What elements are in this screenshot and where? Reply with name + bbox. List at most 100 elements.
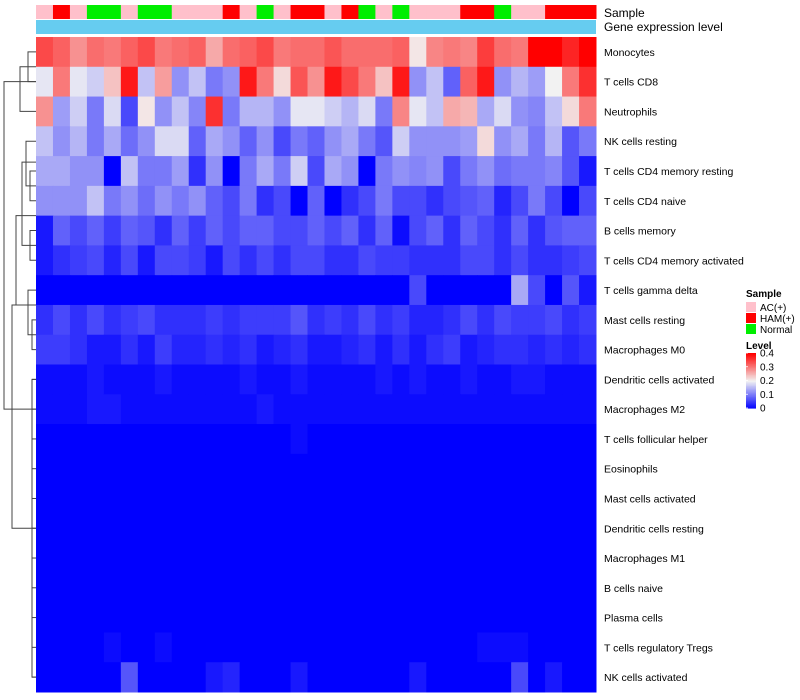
dendrogram-branch: [21, 161, 36, 246]
heatmap-cell: [494, 632, 512, 663]
heatmap-cell: [256, 602, 275, 633]
sample-annotation-cell: [52, 5, 71, 19]
heatmap-cell: [341, 185, 359, 217]
heatmap-cell: [103, 245, 122, 276]
heatmap-cell: [36, 185, 54, 217]
heatmap-cell: [511, 602, 529, 633]
sample-annotation-cell: [36, 5, 54, 19]
heatmap-cell: [36, 156, 54, 187]
heatmap-cell: [205, 543, 224, 574]
heatmap-cell: [341, 543, 359, 574]
heatmap-cell: [103, 662, 122, 693]
heatmap-cell: [171, 364, 190, 395]
heatmap-cell: [545, 424, 563, 455]
heatmap-cell: [290, 572, 309, 604]
heatmap-cell: [222, 96, 241, 127]
heatmap-cell: [375, 572, 393, 604]
heatmap-cell: [103, 364, 122, 395]
colorbar-segment: [746, 369, 756, 372]
heatmap-cell: [477, 632, 495, 663]
heatmap-cell: [103, 632, 122, 663]
heatmap-cell: [188, 334, 207, 365]
sample-annotation-cell: [477, 5, 495, 19]
heatmap-cell: [562, 572, 580, 604]
heatmap-cell: [443, 185, 461, 217]
heatmap-cell: [188, 632, 207, 663]
heatmap-cell: [477, 543, 495, 574]
sample-annotation-cell: [545, 5, 563, 19]
heatmap-cell: [86, 275, 105, 306]
heatmap-cell: [188, 543, 207, 574]
heatmap-cell: [579, 245, 597, 276]
heatmap-cell: [154, 96, 173, 127]
heatmap-cell: [528, 185, 546, 217]
heatmap-cell: [545, 334, 563, 365]
heatmap-cell: [358, 156, 376, 187]
colorbar-segment: [746, 390, 756, 393]
heatmap-cell: [188, 66, 207, 98]
heatmap-cell: [52, 364, 71, 395]
heatmap-cell: [52, 185, 71, 217]
heatmap-cell: [426, 245, 444, 276]
heatmap-cell: [256, 513, 275, 544]
colorbar-segment: [746, 402, 756, 405]
colorbar-tick-label: 0: [760, 404, 766, 415]
heatmap-cell: [256, 275, 275, 306]
heatmap-cell: [205, 156, 224, 187]
heatmap-cell: [137, 394, 156, 425]
heatmap-cell: [171, 96, 190, 127]
colorbar-tick-label: 0.3: [760, 362, 774, 373]
heatmap-cell: [324, 215, 342, 246]
heatmap-cell: [494, 513, 512, 544]
heatmap-cell: [409, 334, 427, 365]
heatmap-cell: [239, 37, 258, 68]
heatmap-cell: [307, 543, 325, 574]
heatmap-cell: [36, 304, 54, 336]
heatmap-cell: [477, 126, 495, 157]
heatmap-cell: [256, 185, 275, 217]
sample-annotation-cell: [528, 5, 546, 19]
heatmap-cell: [69, 453, 88, 485]
heatmap-cell: [392, 245, 410, 276]
heatmap-cell: [239, 304, 258, 336]
heatmap-cell: [341, 334, 359, 365]
heatmap-cell: [409, 96, 427, 127]
heatmap-cell: [358, 245, 376, 276]
heatmap-cell: [477, 513, 495, 544]
heatmap-cell: [273, 334, 292, 365]
sample-annotation-cell: [256, 5, 275, 19]
heatmap-cell: [86, 96, 105, 127]
heatmap-cell: [375, 304, 393, 336]
heatmap-cell: [460, 215, 478, 246]
heatmap-cell: [341, 364, 359, 395]
heatmap-cell: [528, 394, 546, 425]
heatmap-cell: [120, 394, 139, 425]
heatmap-cell: [290, 334, 309, 365]
heatmap-cell: [154, 126, 173, 157]
heatmap-cell: [409, 394, 427, 425]
heatmap-cell: [477, 453, 495, 485]
heatmap-cell: [494, 185, 512, 217]
heatmap-cell: [477, 156, 495, 187]
heatmap-cell: [341, 453, 359, 485]
heatmap-cell: [290, 632, 309, 663]
heatmap-cell: [443, 334, 461, 365]
heatmap-cell: [545, 185, 563, 217]
heatmap-cell: [86, 215, 105, 246]
heatmap-cell: [341, 126, 359, 157]
heatmap-cell: [477, 275, 495, 306]
colorbar-segment: [746, 386, 756, 388]
heatmap-cell: [36, 364, 54, 395]
heatmap-cell: [324, 185, 342, 217]
heatmap-cell: [256, 37, 275, 68]
heatmap-cell: [494, 96, 512, 127]
heatmap-cell: [579, 513, 597, 544]
heatmap-cell: [256, 572, 275, 604]
heatmap-cell: [188, 364, 207, 395]
heatmap-cell: [36, 66, 54, 98]
heatmap-cell: [120, 632, 139, 663]
heatmap-cell: [477, 334, 495, 365]
heatmap-cell: [103, 66, 122, 98]
heatmap-cell: [120, 185, 139, 217]
legend-entry-label: AC(+): [760, 303, 786, 314]
